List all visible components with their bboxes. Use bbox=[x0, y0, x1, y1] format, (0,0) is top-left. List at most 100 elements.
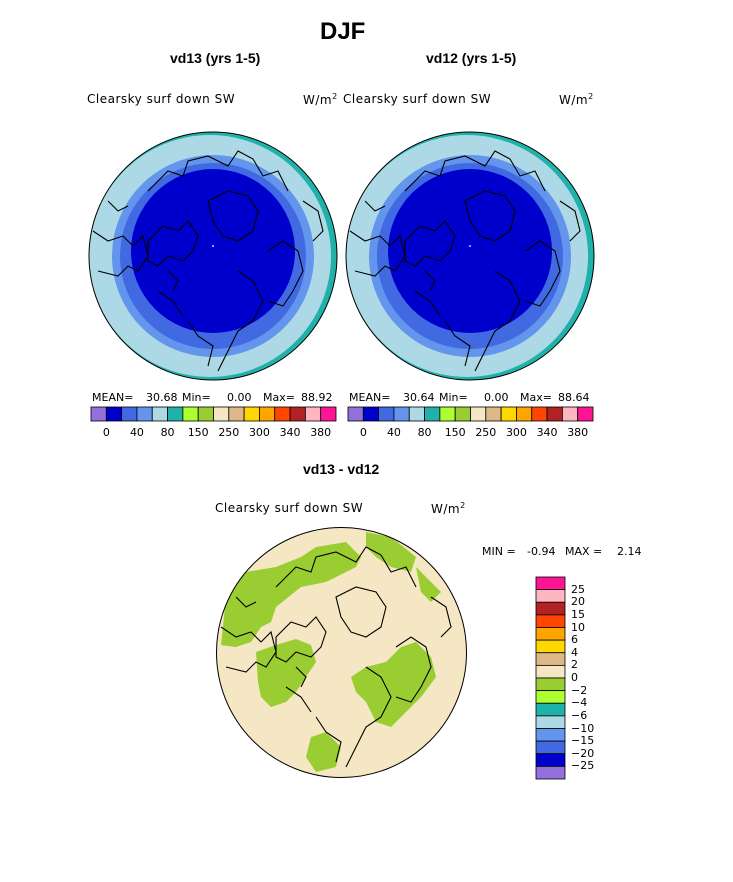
cbar1-swatch-13 bbox=[289, 406, 306, 422]
diff-units: W/m2 bbox=[431, 501, 466, 516]
diff-min-value: -0.94 bbox=[527, 545, 556, 558]
cbar2-swatch-10 bbox=[500, 406, 517, 422]
cbar2-swatch-9 bbox=[485, 406, 502, 422]
cbar1-swatch-0 bbox=[90, 406, 107, 422]
diff-min-label: MIN = bbox=[482, 545, 516, 558]
cbar2-swatch-6 bbox=[439, 406, 456, 422]
panel1-title: vd13 (yrs 1-5) bbox=[170, 50, 261, 66]
cbar2-swatch-12 bbox=[531, 406, 548, 422]
diff-colorbar-swatch-15 bbox=[535, 765, 566, 780]
diff-colorbar-swatch-8 bbox=[535, 677, 566, 692]
diff-colorbar-label-4: 6 bbox=[571, 633, 578, 647]
diff-colorbar-label-0: 25 bbox=[571, 582, 585, 596]
cticks1-label-2: 80 bbox=[160, 426, 175, 439]
diff-colorbar-swatch-9 bbox=[535, 690, 566, 704]
cticks1-label-7: 380 bbox=[310, 426, 332, 439]
diff-colorbar-swatch-1 bbox=[535, 589, 566, 603]
diff-colorbar bbox=[535, 576, 566, 780]
cticks1-label-6: 340 bbox=[279, 426, 301, 439]
panel1-max-label: Max= bbox=[263, 391, 295, 404]
diff-colorbar-swatch-7 bbox=[535, 664, 566, 679]
cticks1-label-4: 250 bbox=[218, 426, 240, 439]
cbar2-swatch-13 bbox=[546, 406, 563, 422]
diff-colorbar-swatch-12 bbox=[535, 728, 566, 742]
cbar2-swatch-3 bbox=[393, 406, 410, 422]
cbar2-swatch-14 bbox=[561, 406, 579, 422]
cbar1-swatch-5 bbox=[167, 406, 184, 422]
cbar1-swatch-6 bbox=[182, 406, 199, 422]
diff-max-value: 2.14 bbox=[617, 545, 642, 558]
panel2-mean-label: MEAN= bbox=[349, 391, 391, 404]
diff-colorbar-swatch-3 bbox=[535, 614, 566, 628]
diff-colorbar-label-11: −10 bbox=[571, 721, 595, 735]
cbar1-swatch-4 bbox=[151, 406, 168, 422]
diff-colorbar-swatch-5 bbox=[535, 639, 566, 654]
cticks2-label-5: 300 bbox=[505, 426, 527, 439]
cbar1-swatch-15 bbox=[320, 406, 337, 422]
panel1-colorbar bbox=[90, 406, 337, 422]
cbar2-swatch-0 bbox=[347, 406, 364, 422]
panel1-units: W/m2 bbox=[303, 92, 338, 107]
cbar1-swatch-3 bbox=[136, 406, 153, 422]
diff-colorbar-label-9: −4 bbox=[571, 696, 588, 710]
panel2-polar-map bbox=[345, 131, 595, 381]
panel2-max-label: Max= bbox=[520, 391, 552, 404]
diff-colorbar-swatch-13 bbox=[535, 740, 566, 755]
panel2-variable-label: Clearsky surf down SW bbox=[343, 92, 492, 106]
diff-colorbar-label-13: −20 bbox=[571, 746, 595, 760]
diff-colorbar-swatch-6 bbox=[535, 652, 566, 666]
panel2-max-value: 88.64 bbox=[558, 391, 590, 404]
cbar1-swatch-7 bbox=[197, 406, 214, 422]
cbar1-swatch-9 bbox=[228, 406, 245, 422]
cticks2-label-6: 340 bbox=[536, 426, 558, 439]
diff-colorbar-label-5: 4 bbox=[571, 645, 578, 659]
panel1-polar-map bbox=[88, 131, 338, 381]
cbar1-swatch-11 bbox=[259, 406, 276, 422]
diff-colorbar-label-3: 10 bbox=[571, 620, 585, 634]
diff-colorbar-label-7: 0 bbox=[571, 671, 578, 684]
diff-colorbar-label-8: −2 bbox=[571, 683, 588, 697]
cticks1-label-1: 40 bbox=[129, 426, 144, 439]
panel1-mean-value: 30.68 bbox=[146, 391, 178, 404]
cbar1-swatch-8 bbox=[213, 406, 230, 422]
diff-colorbar-label-14: −25 bbox=[571, 759, 595, 773]
diff-colorbar-swatch-2 bbox=[535, 601, 566, 616]
cbar2-swatch-7 bbox=[454, 406, 471, 422]
panel2-min-label: Min= bbox=[439, 391, 468, 404]
cticks2-label-1: 40 bbox=[386, 426, 401, 439]
cticks2-label-3: 150 bbox=[444, 426, 466, 439]
diff-colorbar-label-12: −15 bbox=[571, 734, 595, 748]
panel2-colorbar bbox=[347, 406, 594, 422]
panel1-mean-label: MEAN= bbox=[92, 391, 134, 404]
panel2-coastlines bbox=[349, 150, 581, 372]
panel1-min-label: Min= bbox=[182, 391, 211, 404]
diff-colorbar-swatch-10 bbox=[535, 702, 566, 717]
diff-colorbar-swatch-14 bbox=[535, 753, 566, 767]
cticks2-label-4: 250 bbox=[475, 426, 497, 439]
panel2-units: W/m2 bbox=[559, 92, 594, 107]
diff-colorbar-label-10: −6 bbox=[571, 708, 588, 722]
cbar2-swatch-1 bbox=[362, 406, 380, 422]
cticks2-label-2: 80 bbox=[417, 426, 432, 439]
cbar1-swatch-10 bbox=[243, 406, 260, 422]
panel1-coastlines bbox=[92, 150, 324, 372]
cbar1-swatch-1 bbox=[105, 406, 123, 422]
panel2-band-core bbox=[388, 169, 552, 333]
diff-max-label: MAX = bbox=[565, 545, 603, 558]
cticks2-label-0: 0 bbox=[359, 426, 367, 439]
cticks1-label-0: 0 bbox=[102, 426, 110, 439]
cticks1-label-3: 150 bbox=[187, 426, 209, 439]
diff-variable-label: Clearsky surf down SW bbox=[215, 501, 364, 515]
cbar2-swatch-8 bbox=[470, 406, 487, 422]
cticks1-label-5: 300 bbox=[248, 426, 270, 439]
diff-colorbar-swatch-11 bbox=[535, 715, 566, 729]
cbar1-swatch-14 bbox=[304, 406, 322, 422]
cbar2-swatch-4 bbox=[408, 406, 425, 422]
panel2-mean-value: 30.64 bbox=[403, 391, 435, 404]
panel2-min-value: 0.00 bbox=[484, 391, 509, 404]
diff-colorbar-swatch-4 bbox=[535, 627, 566, 641]
cticks2-label-7: 380 bbox=[567, 426, 589, 439]
cbar2-swatch-5 bbox=[424, 406, 441, 422]
diff-colorbar-label-6: 2 bbox=[571, 658, 578, 672]
cbar1-swatch-2 bbox=[121, 406, 138, 422]
